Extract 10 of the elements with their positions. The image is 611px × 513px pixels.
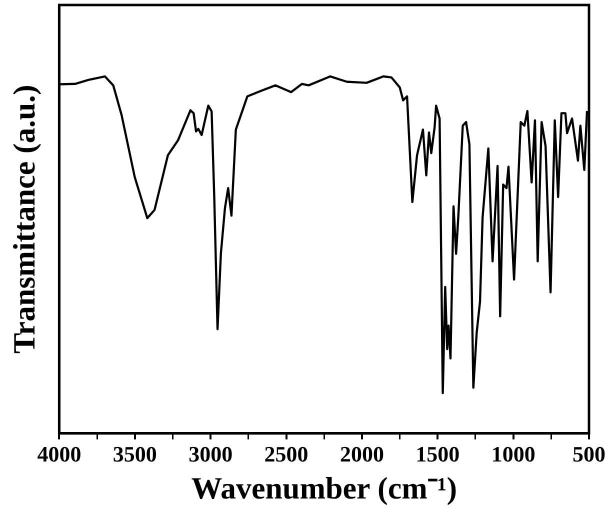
x-tick-label: 3500 <box>112 441 157 466</box>
x-axis-title: Wavenumber (cm⁻¹) <box>191 470 458 506</box>
x-tick-label: 1500 <box>416 441 460 466</box>
x-tick-label: 2500 <box>264 441 308 466</box>
x-tick-label: 3000 <box>188 441 233 466</box>
y-axis-title: Transmittance (a.u.) <box>6 84 42 354</box>
x-tick-label: 1000 <box>491 441 536 466</box>
x-tick-label: 500 <box>572 441 606 466</box>
x-tick-label: 2000 <box>340 441 384 466</box>
x-tick-label: 4000 <box>37 441 82 466</box>
